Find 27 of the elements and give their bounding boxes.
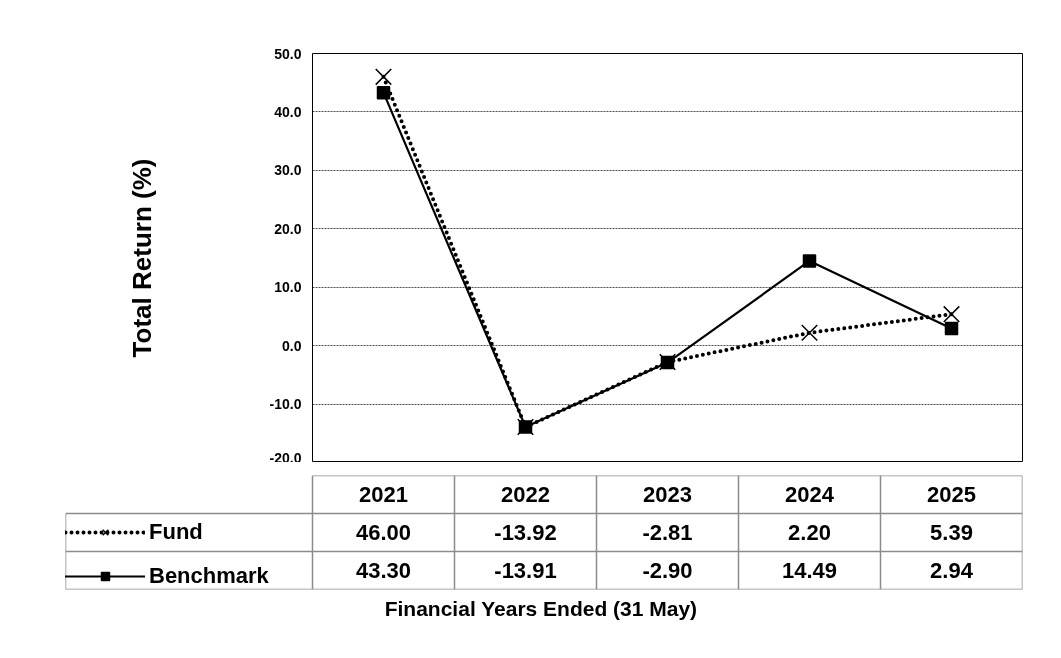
data-label: -13.92	[494, 520, 557, 545]
x-tick-label: 2025	[927, 482, 976, 507]
y-axis-title: Total Return (%)	[126, 158, 157, 358]
x-tick-label: 2024	[785, 482, 835, 507]
data-label: -2.81	[642, 520, 693, 545]
data-label: 46.00	[355, 520, 412, 545]
x-tick-label: 2021	[359, 482, 408, 507]
y-tick-label: 10.0	[274, 279, 302, 296]
y-tick-label: 50.0	[274, 45, 302, 62]
y-tick-label: 30.0	[274, 162, 302, 179]
x-tick-label: 2023	[643, 482, 692, 507]
data-label: 2.94	[930, 558, 974, 583]
y-tick-label: -10.0	[269, 396, 302, 413]
y-tick-label: -20.0	[269, 449, 302, 466]
x-tick-label: 2022	[501, 482, 550, 507]
text: Financial Years Ended (31 May)	[384, 596, 698, 620]
data-label: -13.91	[494, 558, 557, 583]
y-tick-label: 20.0	[274, 220, 302, 237]
data-label: -2.90	[642, 558, 693, 583]
legend-label: Benchmark	[149, 563, 269, 589]
y-tick-label: 40.0	[274, 103, 302, 120]
y-tick-label: 0.0	[282, 337, 302, 354]
data-label: 43.30	[355, 558, 412, 583]
data-label: 14.49	[781, 558, 838, 583]
data-label: 2.20	[788, 520, 831, 545]
data-label: 5.39	[930, 520, 973, 545]
legend-label: Fund	[149, 519, 203, 545]
